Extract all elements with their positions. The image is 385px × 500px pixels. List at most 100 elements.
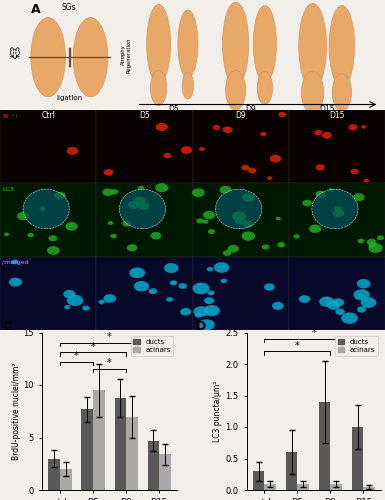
Text: ligation: ligation bbox=[56, 95, 82, 101]
Ellipse shape bbox=[270, 155, 281, 162]
Bar bbox=[352, 427, 363, 490]
Ellipse shape bbox=[23, 189, 69, 229]
Text: D15: D15 bbox=[329, 111, 345, 120]
Ellipse shape bbox=[226, 70, 246, 110]
Bar bbox=[49, 458, 60, 490]
Ellipse shape bbox=[361, 297, 376, 308]
Ellipse shape bbox=[329, 188, 333, 192]
Text: *: * bbox=[74, 351, 79, 361]
Text: SGs: SGs bbox=[62, 4, 77, 13]
Ellipse shape bbox=[220, 186, 231, 194]
Text: D15: D15 bbox=[320, 104, 335, 114]
Ellipse shape bbox=[357, 306, 366, 312]
Ellipse shape bbox=[299, 295, 310, 303]
Ellipse shape bbox=[361, 125, 367, 128]
Text: C: C bbox=[2, 320, 11, 333]
Ellipse shape bbox=[232, 212, 246, 221]
Bar bbox=[319, 402, 330, 490]
Ellipse shape bbox=[166, 297, 173, 302]
Text: *: * bbox=[295, 340, 300, 350]
Ellipse shape bbox=[204, 305, 220, 316]
Bar bbox=[286, 452, 297, 490]
Ellipse shape bbox=[155, 183, 168, 192]
Ellipse shape bbox=[82, 306, 90, 310]
Ellipse shape bbox=[242, 193, 255, 202]
Bar bbox=[96, 184, 192, 256]
Bar bbox=[126, 416, 138, 490]
Text: *: * bbox=[107, 358, 112, 368]
Text: LC3: LC3 bbox=[2, 187, 14, 192]
Bar bbox=[363, 487, 375, 490]
Ellipse shape bbox=[67, 147, 78, 155]
Bar bbox=[297, 484, 309, 490]
Ellipse shape bbox=[327, 300, 340, 310]
Ellipse shape bbox=[156, 123, 168, 131]
Ellipse shape bbox=[137, 186, 144, 190]
Ellipse shape bbox=[368, 243, 383, 253]
Ellipse shape bbox=[110, 234, 117, 238]
Ellipse shape bbox=[181, 146, 192, 154]
Ellipse shape bbox=[335, 308, 345, 315]
Ellipse shape bbox=[267, 176, 272, 180]
Text: *: * bbox=[311, 328, 316, 338]
Bar bbox=[60, 469, 72, 490]
Ellipse shape bbox=[302, 200, 312, 206]
Ellipse shape bbox=[248, 168, 256, 173]
Text: B: B bbox=[8, 112, 17, 126]
Legend: ducts, acinars: ducts, acinars bbox=[131, 336, 173, 356]
Ellipse shape bbox=[129, 268, 145, 278]
Ellipse shape bbox=[260, 132, 266, 136]
Ellipse shape bbox=[204, 297, 214, 304]
Ellipse shape bbox=[139, 202, 150, 210]
Bar bbox=[289, 256, 385, 330]
Ellipse shape bbox=[134, 196, 146, 205]
Ellipse shape bbox=[309, 224, 321, 233]
Ellipse shape bbox=[277, 242, 285, 248]
Ellipse shape bbox=[194, 306, 209, 317]
Ellipse shape bbox=[208, 290, 214, 296]
Ellipse shape bbox=[278, 112, 286, 117]
Ellipse shape bbox=[264, 284, 275, 290]
Text: D: D bbox=[196, 320, 206, 333]
Ellipse shape bbox=[192, 282, 209, 294]
Text: Ctrl: Ctrl bbox=[41, 111, 55, 120]
Text: D9: D9 bbox=[245, 104, 256, 114]
Ellipse shape bbox=[128, 201, 140, 209]
Ellipse shape bbox=[54, 192, 66, 200]
Bar bbox=[82, 409, 93, 490]
Ellipse shape bbox=[312, 189, 358, 229]
Ellipse shape bbox=[182, 72, 194, 99]
Ellipse shape bbox=[367, 239, 377, 246]
Text: BrdU: BrdU bbox=[2, 114, 17, 118]
Ellipse shape bbox=[332, 74, 352, 111]
Ellipse shape bbox=[322, 132, 332, 138]
Ellipse shape bbox=[64, 305, 70, 309]
Bar bbox=[0, 256, 96, 330]
Ellipse shape bbox=[203, 211, 215, 219]
Ellipse shape bbox=[195, 313, 202, 318]
Ellipse shape bbox=[104, 169, 113, 175]
Text: *: * bbox=[91, 342, 95, 351]
Bar bbox=[96, 110, 192, 184]
Ellipse shape bbox=[196, 218, 204, 224]
Ellipse shape bbox=[353, 194, 365, 201]
Ellipse shape bbox=[192, 188, 205, 197]
Ellipse shape bbox=[221, 278, 227, 283]
Ellipse shape bbox=[377, 236, 384, 240]
Ellipse shape bbox=[293, 234, 300, 238]
Ellipse shape bbox=[119, 189, 166, 229]
Ellipse shape bbox=[9, 278, 22, 286]
Ellipse shape bbox=[223, 250, 231, 256]
Ellipse shape bbox=[315, 190, 326, 198]
Ellipse shape bbox=[332, 298, 344, 306]
Text: A: A bbox=[31, 4, 40, 16]
Ellipse shape bbox=[170, 280, 177, 285]
Ellipse shape bbox=[334, 206, 342, 212]
Ellipse shape bbox=[316, 164, 325, 170]
Ellipse shape bbox=[341, 312, 358, 324]
Ellipse shape bbox=[363, 179, 369, 182]
Ellipse shape bbox=[28, 233, 34, 237]
Text: 🐭: 🐭 bbox=[8, 50, 19, 60]
Ellipse shape bbox=[213, 125, 220, 130]
Bar bbox=[289, 110, 385, 184]
